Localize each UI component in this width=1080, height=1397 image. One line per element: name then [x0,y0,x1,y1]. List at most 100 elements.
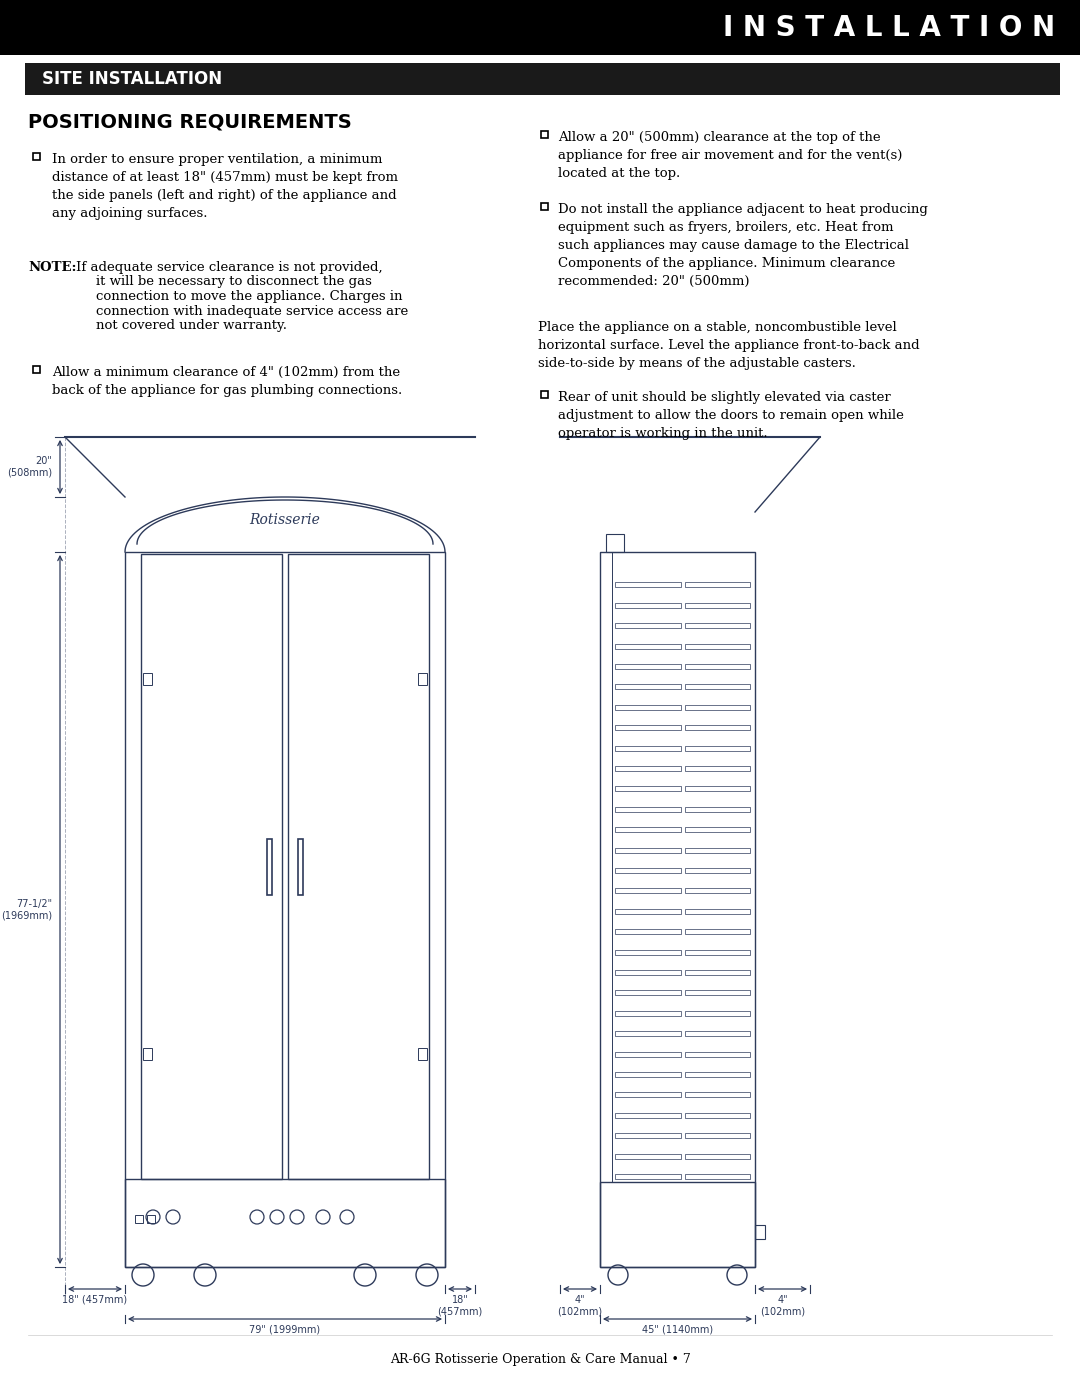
Bar [685,1113,750,1118]
Text: 77-1/2"
(1969mm): 77-1/2" (1969mm) [1,898,52,921]
Text: SITE INSTALLATION: SITE INSTALLATION [42,70,222,88]
Bar [615,990,680,996]
Text: Rotisserie: Rotisserie [249,513,321,527]
Bar [685,868,750,873]
Bar [685,1052,750,1056]
Bar [685,1133,750,1139]
Bar [685,990,750,996]
Bar [615,1011,680,1016]
Text: 20"
(508mm): 20" (508mm) [6,457,52,478]
Bar [615,1154,680,1158]
Bar [685,685,750,689]
Bar [685,602,750,608]
Bar [685,583,750,587]
Text: it will be necessary to disconnect the gas: it will be necessary to disconnect the g… [96,275,372,289]
Bar [0,0,1080,54]
Bar [615,888,680,894]
Bar [685,1031,750,1037]
Bar [685,909,750,914]
Bar [288,555,429,1179]
Bar [615,746,680,750]
Bar [267,838,272,894]
Text: not covered under warranty.: not covered under warranty. [96,319,287,332]
Bar [615,970,680,975]
Text: 18" (457mm): 18" (457mm) [63,1295,127,1305]
Bar [615,1113,680,1118]
Bar [615,623,680,629]
Bar [615,950,680,954]
Bar [615,644,680,648]
Bar [615,725,680,731]
Text: Allow a 20" (500mm) clearance at the top of the
appliance for free air movement : Allow a 20" (500mm) clearance at the top… [558,131,903,180]
Bar [615,664,680,669]
Bar [33,154,40,161]
Bar [685,807,750,812]
Bar [615,929,680,935]
Bar [685,888,750,894]
Bar [685,1154,750,1158]
Text: Do not install the appliance adjacent to heat producing
equipment such as fryers: Do not install the appliance adjacent to… [558,203,928,288]
Text: If adequate service clearance is not provided,: If adequate service clearance is not pro… [76,261,382,274]
Bar [600,552,755,1267]
Bar [615,685,680,689]
Text: NOTE:: NOTE: [28,261,77,274]
Text: AR-6G Rotisserie Operation & Care Manual • 7: AR-6G Rotisserie Operation & Care Manual… [390,1352,690,1365]
Bar [615,807,680,812]
Bar [615,1052,680,1056]
Bar [685,950,750,954]
Bar [685,644,750,648]
Bar [615,1092,680,1098]
Text: Allow a minimum clearance of 4" (102mm) from the
back of the appliance for gas p: Allow a minimum clearance of 4" (102mm) … [52,366,402,397]
Bar [685,848,750,852]
Bar [685,787,750,791]
Bar [418,673,427,685]
Bar [615,909,680,914]
Bar [615,583,680,587]
Text: connection with inadequate service access are: connection with inadequate service acces… [96,305,408,317]
Bar [615,1071,680,1077]
Bar [600,1182,755,1267]
Bar [685,725,750,731]
Text: 79" (1999mm): 79" (1999mm) [249,1324,321,1336]
Bar [685,1011,750,1016]
Bar [147,1215,156,1222]
Bar [418,1048,427,1060]
Text: In order to ensure proper ventilation, a minimum
distance of at least 18" (457mm: In order to ensure proper ventilation, a… [52,154,399,219]
Bar [143,1048,152,1060]
Bar [25,63,1059,95]
Bar [685,705,750,710]
Bar [135,1215,143,1222]
Bar [685,664,750,669]
Bar [143,673,152,685]
Bar [615,705,680,710]
Bar [615,766,680,771]
Bar [600,552,612,1182]
Bar [615,827,680,833]
Bar [541,203,548,210]
Bar [125,1179,445,1267]
Bar [685,766,750,771]
Text: connection to move the appliance. Charges in: connection to move the appliance. Charge… [96,291,403,303]
Text: 45" (1140mm): 45" (1140mm) [642,1324,713,1336]
Bar [685,746,750,750]
Bar [615,848,680,852]
Text: POSITIONING REQUIREMENTS: POSITIONING REQUIREMENTS [28,113,352,131]
Bar [33,366,40,373]
Bar [755,1225,765,1239]
Bar [615,1133,680,1139]
Bar [298,838,303,894]
Bar [125,552,445,1267]
Bar [615,787,680,791]
Bar [685,970,750,975]
Text: Place the appliance on a stable, noncombustible level
horizontal surface. Level : Place the appliance on a stable, noncomb… [538,321,920,370]
Bar [141,555,282,1179]
Text: 4"
(102mm): 4" (102mm) [557,1295,603,1316]
Bar [685,1071,750,1077]
Bar [615,868,680,873]
Text: Rear of unit should be slightly elevated via caster
adjustment to allow the door: Rear of unit should be slightly elevated… [558,391,904,440]
Text: I N S T A L L A T I O N: I N S T A L L A T I O N [723,14,1055,42]
Bar [615,1173,680,1179]
Bar [685,827,750,833]
Text: 4"
(102mm): 4" (102mm) [760,1295,805,1316]
Bar [685,623,750,629]
